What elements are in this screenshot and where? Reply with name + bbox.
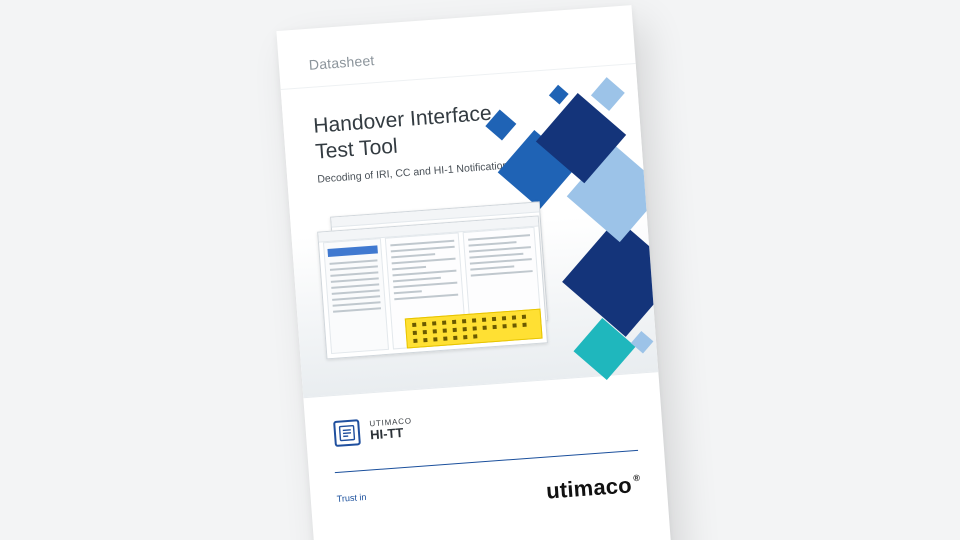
hex-cell — [512, 323, 516, 327]
datasheet-card: Datasheet Handover InterfaceTest Tool De… — [276, 5, 672, 540]
hex-cell — [472, 318, 476, 322]
hex-cell — [433, 337, 437, 341]
text-line — [333, 301, 381, 307]
diamond-icon — [591, 77, 625, 111]
text-line — [469, 241, 517, 247]
hex-cell — [512, 315, 516, 319]
footer: Trust in utimaco ® — [309, 448, 673, 540]
product-tag-text: UTIMACO HI-TT — [369, 417, 413, 442]
footer-tagline: Trust in — [336, 492, 366, 504]
text-line — [393, 277, 441, 283]
text-line — [330, 271, 378, 277]
text-line — [333, 307, 381, 313]
document-type-label: Datasheet — [308, 52, 375, 73]
hex-cell — [502, 324, 506, 328]
product-tag: UTIMACO HI-TT — [304, 386, 663, 460]
text-line — [393, 282, 457, 289]
text-line — [468, 234, 530, 241]
text-line — [471, 270, 533, 277]
hex-cell — [443, 336, 447, 340]
diamond-icon — [631, 331, 654, 354]
text-line — [394, 290, 422, 294]
text-line — [469, 253, 523, 259]
hex-cell — [413, 331, 417, 335]
hex-cell — [463, 327, 467, 331]
hex-cell — [473, 334, 477, 338]
text-line — [391, 246, 455, 253]
brand-logo-text: utimaco — [545, 472, 632, 504]
hex-cell — [432, 321, 436, 325]
text-line — [332, 289, 380, 295]
page-title-text: Handover InterfaceTest Tool — [313, 102, 493, 164]
hex-cell — [482, 318, 486, 322]
product-icon — [333, 419, 361, 447]
hex-cell — [463, 335, 467, 339]
brand-logo: utimaco ® — [545, 472, 641, 505]
hex-cell — [453, 328, 457, 332]
text-line — [392, 258, 456, 265]
hex-cell — [522, 315, 526, 319]
diamond-icon — [549, 85, 569, 105]
hex-cell — [443, 329, 447, 333]
text-line — [331, 283, 379, 289]
text-line — [394, 294, 458, 301]
text-line — [332, 295, 380, 301]
page-title: Handover InterfaceTest Tool — [313, 101, 495, 166]
hex-cell — [413, 339, 417, 343]
hex-cell — [423, 330, 427, 334]
hex-cell — [433, 329, 437, 333]
text-line — [391, 253, 435, 258]
hex-cell — [422, 322, 426, 326]
hex-cell — [483, 326, 487, 330]
hex-cell — [453, 336, 457, 340]
text-line — [392, 270, 456, 277]
window-front — [317, 215, 548, 359]
canvas: Datasheet Handover InterfaceTest Tool De… — [0, 0, 960, 540]
hero-panel: Handover InterfaceTest Tool Decoding of … — [281, 63, 659, 398]
registered-mark-icon: ® — [633, 473, 641, 483]
hex-cell — [462, 319, 466, 323]
text-line — [469, 246, 531, 253]
hex-cell — [492, 325, 496, 329]
hex-cell — [492, 317, 496, 321]
hex-cell — [473, 326, 477, 330]
text-line — [470, 258, 532, 265]
hex-cell — [423, 338, 427, 342]
hex-cell — [442, 321, 446, 325]
selection-bar — [327, 245, 377, 257]
hex-cell — [452, 320, 456, 324]
tree-panel — [323, 238, 389, 354]
product-name: HI-TT — [370, 426, 413, 443]
text-line — [470, 265, 514, 270]
hex-cell — [412, 323, 416, 327]
text-line — [331, 277, 379, 283]
app-screenshot — [316, 200, 564, 363]
hex-cell — [502, 316, 506, 320]
text-line — [330, 265, 378, 271]
text-line — [329, 259, 377, 265]
hex-cell — [522, 323, 526, 327]
text-line — [392, 266, 426, 270]
